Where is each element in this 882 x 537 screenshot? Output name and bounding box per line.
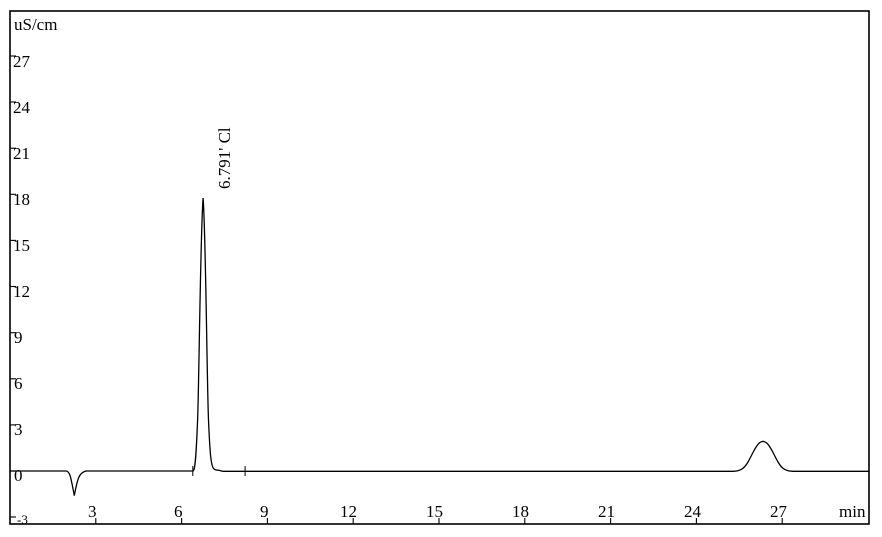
svg-text:6.791' Cl: 6.791' Cl bbox=[215, 127, 234, 189]
